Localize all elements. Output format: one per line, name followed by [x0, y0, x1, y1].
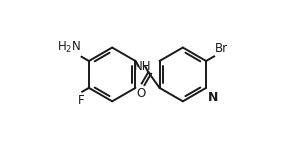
- Text: H$_2$N: H$_2$N: [57, 40, 81, 55]
- Text: O: O: [136, 87, 146, 100]
- Text: F: F: [78, 94, 85, 106]
- Text: NH: NH: [133, 60, 151, 73]
- Text: N: N: [208, 91, 219, 104]
- Text: Br: Br: [215, 42, 228, 55]
